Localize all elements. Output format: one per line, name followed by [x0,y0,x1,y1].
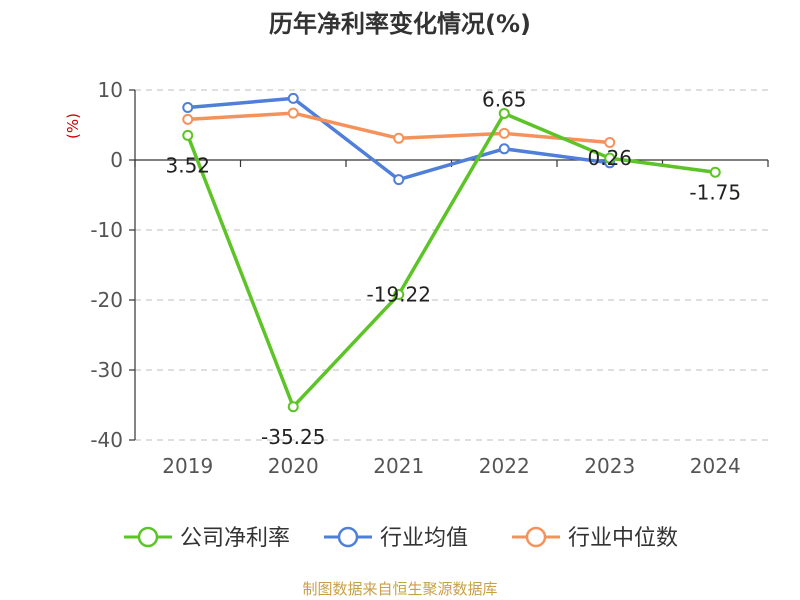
axes [134,90,769,440]
x-tick-label: 2019 [162,454,213,478]
data-label: -35.25 [261,425,325,449]
x-tick-label: 2022 [479,454,530,478]
x-tick-label: 2020 [268,454,319,478]
chart-title: 历年净利率变化情况(%) [269,10,531,38]
data-point [182,102,194,113]
data-point [498,107,510,119]
y-tick-label: -10 [90,218,123,242]
legend-marker [337,526,359,548]
data-point [287,401,299,413]
data-point [393,289,405,301]
y-tick-label: 10 [98,78,123,102]
data-labels: 3.52 -35.25 -19.22 6.65 0.26 -1.75 [165,87,741,448]
data-point [393,132,405,144]
legend-label: 行业中位数 [568,526,678,551]
y-axis-ticks: 10 0 -10 -20 -30 -40 [90,78,135,452]
legend-item[interactable]: 公司净利率 [124,526,290,551]
data-label: 0.26 [587,146,632,170]
x-axis-ticks: 2019 2020 2021 2022 2023 2024 [162,454,740,478]
x-tick-label: 2023 [584,454,635,478]
data-point [287,92,299,104]
legend-marker [137,526,159,548]
series-lines [186,96,716,409]
legend: 公司净利率 行业均值 行业中位数 [124,526,678,551]
y-tick-label: 0 [110,148,123,172]
x-tick-label: 2021 [373,454,424,478]
legend-marker [525,526,547,548]
legend-item[interactable]: 行业中位数 [512,526,678,551]
data-point [498,127,510,139]
data-point [287,107,299,119]
data-point [182,113,194,125]
data-point [393,174,405,186]
series-line-0 [186,111,716,409]
data-label: 6.65 [482,87,527,111]
data-label: 3.52 [165,153,210,177]
source-note: 制图数据来自恒生聚源数据库 [302,580,498,598]
data-label: -19.22 [367,283,431,307]
series-points [182,92,721,413]
legend-label: 公司净利率 [180,526,290,551]
data-point [498,143,510,155]
legend-label: 行业均值 [380,526,468,551]
data-point [709,166,721,178]
y-tick-label: -20 [90,288,123,312]
data-point [604,137,616,148]
x-tick-label: 2024 [690,454,741,478]
data-point [182,129,194,141]
grid-lines [135,89,768,441]
legend-item[interactable]: 行业均值 [324,526,468,551]
y-axis-unit-label: (%) [64,113,82,139]
y-tick-label: -30 [90,358,123,382]
data-label: -1.75 [689,180,741,204]
data-point [604,152,616,164]
y-tick-label: -40 [90,428,123,452]
